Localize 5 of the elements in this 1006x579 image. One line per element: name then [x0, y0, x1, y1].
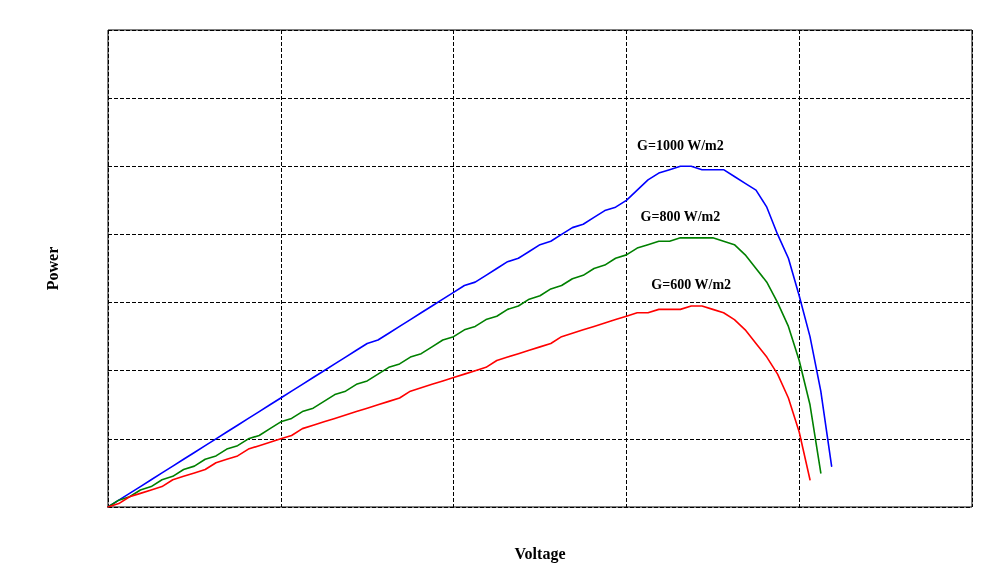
- series-label: G=600 W/m2: [651, 277, 732, 293]
- x-axis-title: Voltage: [514, 544, 566, 563]
- series-label: G=800 W/m2: [640, 209, 721, 225]
- series-label: G=1000 W/m2: [637, 137, 724, 153]
- y-axis-title: Power: [43, 246, 61, 291]
